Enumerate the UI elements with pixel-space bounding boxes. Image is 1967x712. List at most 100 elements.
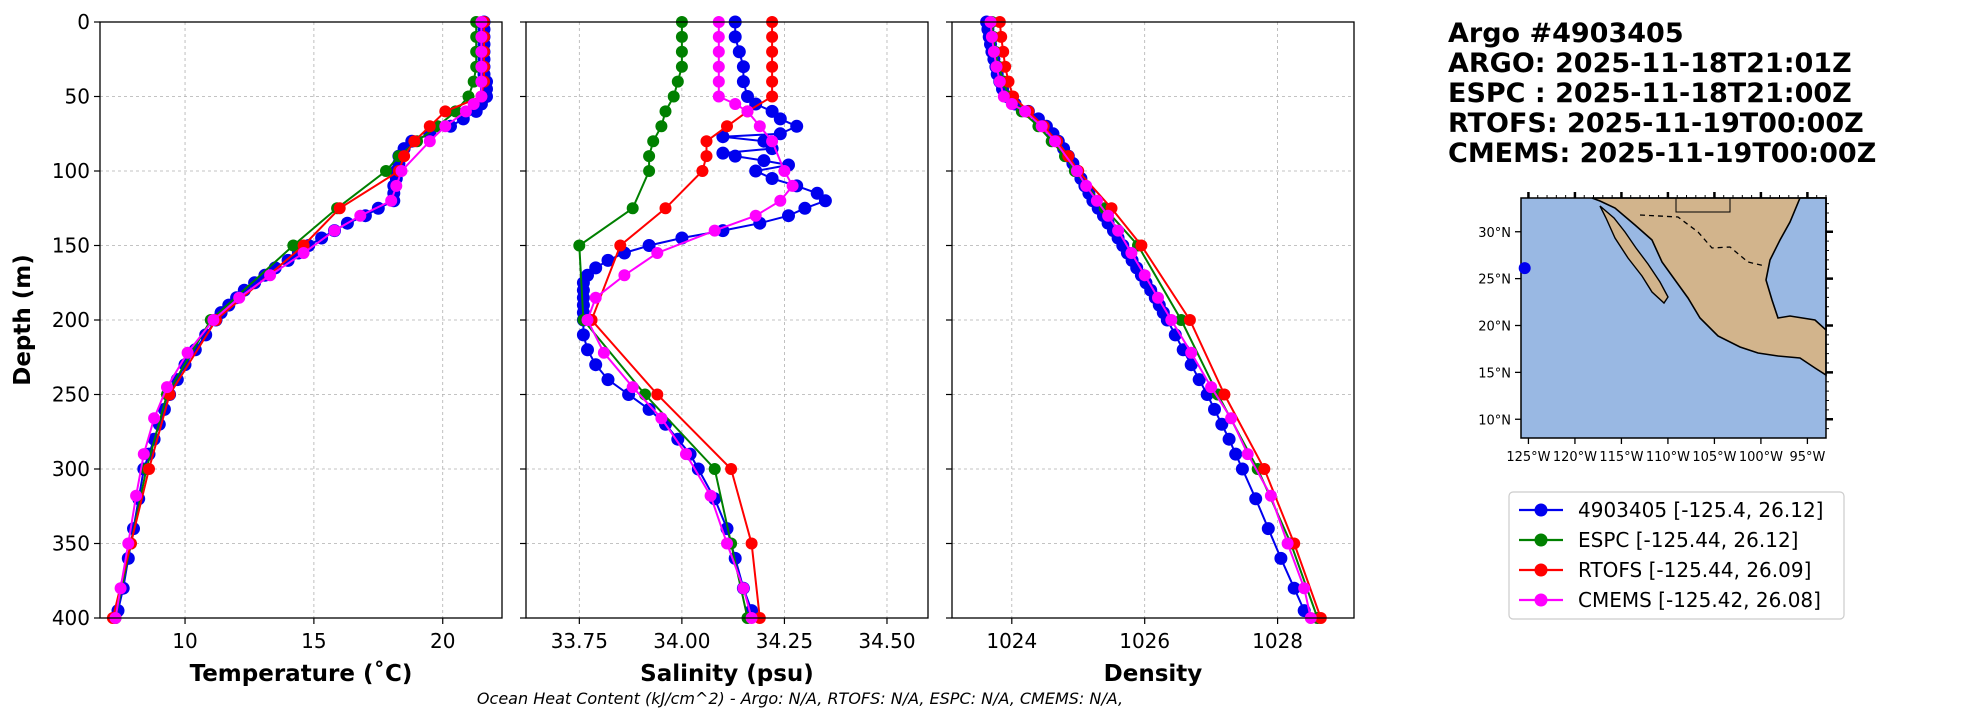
data-point xyxy=(161,381,173,394)
data-point xyxy=(1298,582,1311,595)
data-point xyxy=(782,209,795,223)
data-point xyxy=(354,209,367,222)
data-point xyxy=(691,462,705,476)
title-line-3: ESPC : 2025-11-18T21:00Z xyxy=(1448,78,1852,109)
y-tick-label: 200 xyxy=(52,308,90,332)
data-point xyxy=(380,165,392,177)
data-point xyxy=(143,463,155,475)
legend-item-cmems: CMEMS [-125.42, 26.08] xyxy=(1519,588,1821,612)
data-point xyxy=(766,60,779,73)
data-point xyxy=(248,276,262,290)
data-point xyxy=(395,165,408,177)
data-point xyxy=(1225,412,1238,425)
legend-frame xyxy=(1508,491,1845,620)
series-cmems-density xyxy=(984,16,1317,624)
data-point xyxy=(1249,492,1263,506)
x-tick-label: 15 xyxy=(301,629,326,653)
map-country-border xyxy=(1639,214,1766,267)
data-point xyxy=(999,60,1012,73)
data-point xyxy=(390,179,403,192)
data-point xyxy=(1138,269,1151,282)
data-point xyxy=(181,346,194,359)
y-tick-label: 350 xyxy=(52,532,90,556)
data-point xyxy=(725,463,738,475)
lon-tick-label: 95°W xyxy=(1789,450,1825,465)
data-point xyxy=(581,314,594,326)
x-axis-label: Temperature (˚C) xyxy=(190,660,413,687)
x-tick-label: 1024 xyxy=(986,629,1037,653)
data-point xyxy=(122,537,135,550)
title-line-4: RTOFS: 2025-11-19T00:00Z xyxy=(1448,108,1864,139)
legend-label: CMEMS [-125.42, 26.08] xyxy=(1578,588,1821,612)
data-point xyxy=(732,45,746,59)
x-tick-label: 1026 xyxy=(1119,629,1170,653)
data-point xyxy=(642,239,656,252)
data-point xyxy=(1019,105,1032,118)
data-point xyxy=(1049,135,1061,148)
panel-temperature: 10 15 20 Temperature (˚C) xyxy=(94,15,503,687)
lon-tick-label: 115°W xyxy=(1599,450,1643,465)
data-point xyxy=(601,373,615,387)
data-point xyxy=(601,253,615,267)
data-point xyxy=(651,388,664,401)
x-tick-label: 34.00 xyxy=(653,629,710,653)
legend-marker xyxy=(1534,503,1548,517)
x-tick-label: 33.75 xyxy=(551,629,608,653)
data-point xyxy=(786,179,799,192)
data-point xyxy=(721,537,733,550)
data-point xyxy=(475,90,488,103)
data-point xyxy=(1229,447,1243,461)
data-point xyxy=(233,291,246,304)
data-point xyxy=(1090,194,1103,207)
data-point xyxy=(765,104,779,118)
data-point xyxy=(1205,381,1218,394)
data-point xyxy=(467,98,480,110)
title-block: Argo #4903405 ARGO: 2025-11-18T21:01Z ES… xyxy=(1448,18,1876,169)
profile-panels: 10 15 20 Temperature (˚C) 33.75 34.00 34.25 34.… xyxy=(94,15,1355,687)
data-point xyxy=(1222,432,1236,446)
data-point xyxy=(589,291,602,304)
data-point xyxy=(712,90,725,103)
data-point xyxy=(114,582,127,595)
data-point xyxy=(716,130,730,144)
lat-tick-label: 10°N xyxy=(1478,413,1511,428)
data-point xyxy=(573,239,586,252)
data-point xyxy=(708,224,721,237)
data-point xyxy=(439,105,452,118)
data-point xyxy=(1062,150,1075,163)
series-argo-salinity xyxy=(576,15,832,618)
data-point xyxy=(741,105,754,118)
legend-marker xyxy=(1534,593,1548,607)
data-point xyxy=(576,328,590,342)
data-point xyxy=(137,448,150,461)
data-point xyxy=(741,90,754,103)
legend-label: 4903405 [-125.4, 26.12] xyxy=(1578,498,1823,522)
map-baja-peninsula xyxy=(1599,205,1669,305)
data-point xyxy=(1184,358,1198,372)
data-point xyxy=(990,60,1003,73)
data-point xyxy=(589,358,603,372)
data-point xyxy=(749,164,763,178)
data-point xyxy=(1175,314,1188,326)
data-point xyxy=(423,135,436,148)
data-point xyxy=(647,135,660,148)
series-line xyxy=(114,22,478,619)
data-point xyxy=(1241,448,1254,461)
ohc-footer: Ocean Heat Content (kJ/cm^2) - Argo: N/A… xyxy=(477,689,1123,708)
panel-salinity: 33.75 34.00 34.25 34.50 Salinity (psu) xyxy=(520,15,929,687)
argo-location-marker xyxy=(1518,262,1531,275)
title-line-5: CMEMS: 2025-11-19T00:00Z xyxy=(1448,138,1876,169)
series-argo-temperature xyxy=(111,15,493,618)
axes-frame xyxy=(99,21,503,619)
data-point xyxy=(712,45,725,58)
data-point xyxy=(1215,417,1229,431)
data-point xyxy=(1152,291,1164,304)
data-point xyxy=(745,537,758,550)
data-point xyxy=(1261,522,1275,536)
data-point xyxy=(773,112,787,126)
data-point xyxy=(774,194,787,207)
data-point xyxy=(626,202,639,215)
x-tick-label: 34.50 xyxy=(858,629,915,653)
series-line xyxy=(582,22,828,611)
data-point xyxy=(1005,98,1018,110)
